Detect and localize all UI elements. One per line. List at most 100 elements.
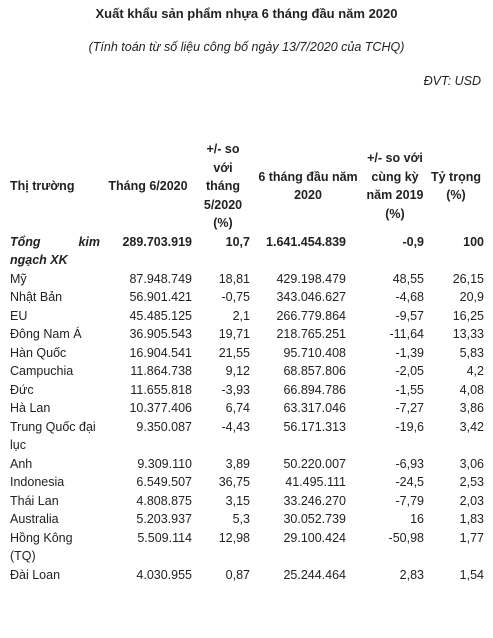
header-market: Thị trường [10, 179, 75, 193]
change-may: 5,3 [232, 512, 250, 526]
header-change-may: +/- so với tháng 5/2020 (%) [203, 142, 243, 230]
six-month-value: 30.052.739 [283, 512, 346, 526]
june-value: 6.549.507 [136, 475, 192, 489]
change-yoy: -50,98 [388, 530, 424, 545]
june-value: 5.509.114 [137, 530, 192, 545]
six-month-value: 343.046.627 [276, 290, 346, 304]
six-month-value: 68.857.806 [283, 364, 346, 378]
table-row: Mỹ 87.948.749 18,81 429.198.479 48,55 26,15 [8, 270, 486, 289]
change-yoy: 48,55 [392, 271, 424, 286]
share: 3,06 [459, 456, 484, 471]
change-yoy: -24,5 [395, 475, 425, 489]
change-may: -0,75 [221, 290, 251, 304]
share: 4,08 [459, 382, 484, 397]
page-subtitle: (Tính toán từ số liệu công bố ngày 13/7/… [88, 40, 405, 54]
june-value: 56.901.421 [129, 290, 192, 304]
header-six-months: 6 tháng đầu năm 2020 [258, 169, 358, 203]
change-may: 21,55 [218, 345, 250, 360]
share: 1,54 [459, 567, 484, 582]
share: 26,15 [452, 271, 484, 286]
six-month-value: 63.317.046 [283, 401, 346, 415]
share: 3,42 [459, 419, 484, 434]
market-name: Mỹ [10, 271, 27, 286]
change-yoy: -2,05 [395, 364, 425, 378]
share: 3,86 [459, 401, 484, 415]
share: 4,2 [466, 364, 484, 378]
six-month-value: 50.220.007 [283, 456, 346, 471]
market-name: Thái Lan [10, 493, 59, 508]
change-yoy: -6,93 [395, 456, 425, 471]
table-header-row: Thị trường Tháng 6/2020 +/- so với tháng… [8, 140, 486, 233]
header-change-yoy: +/- so với cùng kỳ năm 2019 (%) [366, 151, 424, 221]
june-value: 11.655.818 [130, 382, 192, 397]
table-row: Thái Lan 4.808.875 3,15 33.246.270 -7,79 2,03 [8, 492, 486, 511]
change-may: 2,1 [232, 308, 250, 323]
market-name: Hồng Kông (TQ) [10, 530, 73, 564]
total-row: Tổng kim ngạch XK 289.703.919 10,7 1.641… [8, 233, 486, 270]
six-month-value: 95.710.408 [283, 345, 346, 360]
share: 2,53 [459, 475, 484, 489]
six-month-value: 41.495.111 [285, 475, 346, 489]
change-yoy: -7,79 [395, 493, 425, 508]
table-row: Australia 5.203.937 5,3 30.052.739 16 1,83 [8, 510, 486, 529]
share: 1,83 [459, 512, 484, 526]
six-month-value: 218.765.251 [276, 327, 346, 341]
table-row: EU 45.485.125 2,1 266.779.864 -9,57 16,25 [8, 307, 486, 326]
june-value: 5.203.937 [136, 512, 192, 526]
table-row: Đông Nam Á 36.905.543 19,71 218.765.251 -11,… [8, 325, 486, 344]
total-share: 100 [463, 234, 484, 249]
header-june: Tháng 6/2020 [108, 179, 188, 193]
share: 5,83 [459, 345, 484, 360]
change-may: 36,75 [218, 475, 250, 489]
change-yoy: -1,55 [395, 382, 425, 397]
june-value: 36.905.543 [129, 327, 192, 341]
table-row: Campuchia 11.864.738 9,12 68.857.806 -2,05 4,… [8, 362, 486, 381]
change-may: 3,15 [225, 493, 250, 508]
share: 16,25 [452, 308, 484, 323]
table-row: Đài Loan 4.030.955 0,87 25.244.464 2,83 1,54 [8, 566, 486, 585]
change-yoy: -9,57 [395, 308, 425, 323]
june-value: 9.309.110 [137, 456, 192, 471]
change-may: -3,93 [221, 382, 251, 397]
share: 1,77 [459, 530, 484, 545]
unit-label: ĐVT: USD [423, 74, 481, 88]
june-value: 4.030.955 [136, 567, 192, 582]
change-may: 19,71 [218, 327, 250, 341]
june-value: 10.377.406 [129, 401, 192, 415]
share: 20,9 [459, 290, 484, 304]
table-row: Đức 11.655.818 -3,93 66.894.786 -1,55 4,08 [8, 381, 486, 400]
market-name: Trung Quốc đại lục [10, 419, 96, 453]
market-name: Campuchia [10, 364, 74, 378]
change-may: 9,12 [225, 364, 250, 378]
market-name: Hà Lan [10, 401, 51, 415]
table-row: Indonesia 6.549.507 36,75 41.495.111 -24,5 2,… [8, 473, 486, 492]
change-may: 12,98 [218, 530, 250, 545]
market-name: Indonesia [10, 475, 65, 489]
market-name: EU [10, 308, 28, 323]
change-yoy: 2,83 [399, 567, 424, 582]
market-name: Đức [10, 382, 34, 397]
total-change-yoy: -0,9 [402, 234, 424, 249]
change-may: 3,89 [225, 456, 250, 471]
june-value: 16.904.541 [129, 345, 192, 360]
share: 2,03 [459, 493, 484, 508]
change-may: 18,81 [218, 271, 250, 286]
june-value: 11.864.738 [130, 364, 192, 378]
table-row: Trung Quốc đại lục 9.350.087 -4,43 56.171.3… [8, 418, 486, 455]
change-yoy: -19,6 [395, 419, 425, 434]
header-share: Tỷ trọng (%) [431, 169, 481, 203]
market-name: Hàn Quốc [10, 345, 67, 360]
change-may: -4,43 [221, 419, 251, 434]
six-month-value: 266.779.864 [276, 308, 346, 323]
june-value: 45.485.125 [129, 308, 192, 323]
total-june: 289.703.919 [122, 234, 192, 249]
change-yoy: -11,64 [389, 327, 424, 341]
market-name: Đài Loan [10, 567, 61, 582]
export-table: Thị trường Tháng 6/2020 +/- so với tháng… [8, 140, 486, 584]
market-name: Nhật Bản [10, 290, 63, 304]
six-month-value: 29.100.424 [283, 530, 346, 545]
table-row: Hà Lan 10.377.406 6,74 63.317.046 -7,27 3,86 [8, 399, 486, 418]
six-month-value: 33.246.270 [283, 493, 346, 508]
market-name: Đông Nam Á [10, 327, 82, 341]
change-yoy: -1,39 [395, 345, 425, 360]
